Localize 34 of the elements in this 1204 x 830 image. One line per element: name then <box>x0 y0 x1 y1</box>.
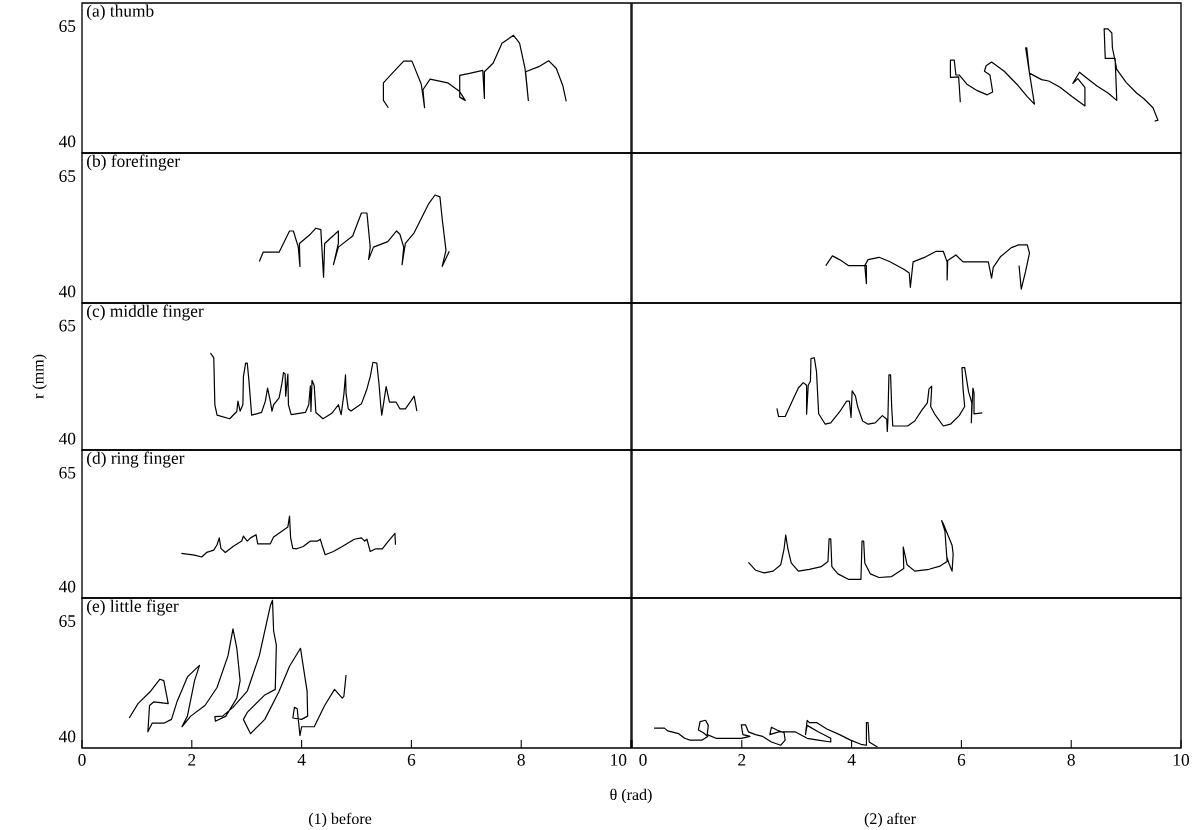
y-tick-label: 40 <box>58 730 76 743</box>
chart-title: (c) middle finger <box>87 304 204 321</box>
y-tick-label: 40 <box>58 135 76 148</box>
text: (1) before <box>308 812 372 828</box>
y-tick-label: 65 <box>59 170 76 182</box>
x-tick-label: 10 <box>611 754 627 766</box>
x-axis-title: θ (rad) <box>610 788 652 804</box>
x-tick-label: 6 <box>407 754 416 766</box>
y-tick-label: 40 <box>58 432 76 445</box>
x-tick-label: 4 <box>297 754 306 766</box>
x-tick-label: 8 <box>517 754 525 766</box>
y-tick-label: 65 <box>59 615 76 627</box>
line-series <box>382 34 567 109</box>
y-tick-label: 65 <box>59 319 76 332</box>
x-tick-label: 2 <box>188 754 196 766</box>
line-series <box>180 515 397 558</box>
chart-title: (a) thumb <box>87 4 154 21</box>
x-tick-label: 0 <box>78 754 86 766</box>
y-axis-title: r (mm) <box>32 354 47 399</box>
y-tick-label: 65 <box>59 20 76 32</box>
chart-title: (d) ring finger <box>87 451 185 468</box>
x-tick-label: 6 <box>957 754 966 766</box>
x-tick-label: 0 <box>639 754 647 766</box>
y-tick-label: 40 <box>58 285 76 298</box>
line-series <box>258 194 450 278</box>
y-tick-label: 65 <box>59 466 76 479</box>
x-tick-label: 10 <box>1173 754 1190 766</box>
x-tick-label: 4 <box>847 754 856 766</box>
text: (2) after <box>864 812 916 828</box>
x-tick-label: 8 <box>1067 754 1075 766</box>
x-tick-label: 2 <box>738 754 746 766</box>
chart-title: (b) forefinger <box>87 154 180 171</box>
chart-title: (e) little figer <box>87 599 179 616</box>
y-tick-label: 40 <box>58 580 76 593</box>
